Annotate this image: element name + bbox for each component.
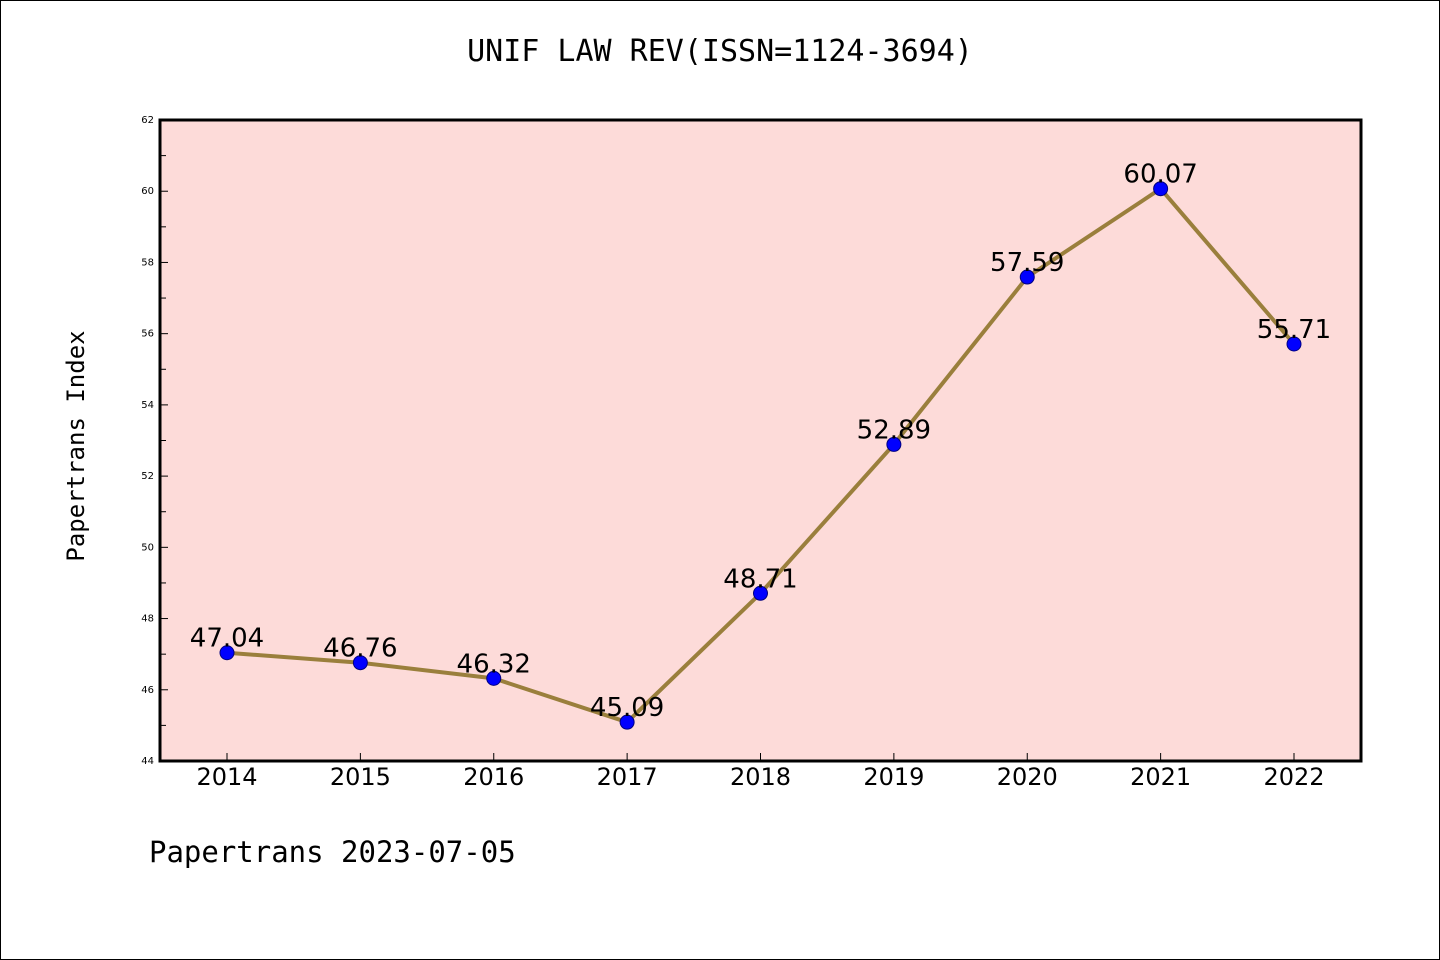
data-points xyxy=(219,181,1302,730)
data-labels: 47.04 46.76 46.32 45.09 48.71 52.89 57.59 60.07… xyxy=(190,160,1331,723)
data-point xyxy=(352,655,368,671)
x-tick-label: 2022 xyxy=(1263,763,1324,791)
data-label: 48.71 xyxy=(723,564,797,594)
x-tick-label: 2017 xyxy=(597,763,658,791)
y-tick-label: 62 xyxy=(141,115,154,126)
y-tick-label: 58 xyxy=(141,257,154,268)
data-label: 46.76 xyxy=(323,634,397,664)
y-tick-label: 60 xyxy=(141,186,154,197)
x-tick-label: 2018 xyxy=(730,763,791,791)
data-label: 57.59 xyxy=(990,248,1064,278)
x-tick-label: 2021 xyxy=(1130,763,1191,791)
footer-text: Papertrans 2023-07-05 xyxy=(149,835,516,869)
data-label: 46.32 xyxy=(457,649,531,679)
data-label: 55.71 xyxy=(1257,315,1331,345)
data-label: 45.09 xyxy=(590,693,664,723)
data-point xyxy=(753,585,768,601)
y-tick-label: 50 xyxy=(141,542,154,553)
data-point xyxy=(219,645,235,661)
y-tick-label: 46 xyxy=(141,685,154,696)
y-tick-label: 52 xyxy=(141,471,154,482)
x-tick-label: 2020 xyxy=(997,763,1058,791)
y-tick-label: 44 xyxy=(141,756,154,767)
x-tick-label: 2014 xyxy=(196,763,257,791)
chart-title: UNIF LAW REV(ISSN=1124-3694) xyxy=(467,34,973,69)
data-point xyxy=(1286,336,1302,352)
x-tick-label: 2016 xyxy=(463,763,524,791)
data-point xyxy=(886,436,902,452)
y-tick-label: 56 xyxy=(141,329,154,340)
data-point xyxy=(486,670,502,686)
x-tick-label: 2019 xyxy=(863,763,924,791)
data-point xyxy=(619,714,635,730)
y-tick-label: 48 xyxy=(141,614,154,625)
y-tick-label: 54 xyxy=(141,400,154,411)
data-label: 47.04 xyxy=(190,624,264,654)
data-point xyxy=(1153,181,1169,197)
plot-area xyxy=(158,118,1363,763)
data-point xyxy=(1019,269,1035,285)
data-label: 52.89 xyxy=(857,415,931,445)
x-tick-label: 2015 xyxy=(330,763,391,791)
data-label: 60.07 xyxy=(1123,160,1197,190)
x-axis-ticks: 2014 2015 2016 2017 2018 2019 2020 2021 2022 xyxy=(196,753,1325,791)
y-axis-ticks: 44 46 48 50 52 54 56 58 60 62 xyxy=(141,115,168,767)
